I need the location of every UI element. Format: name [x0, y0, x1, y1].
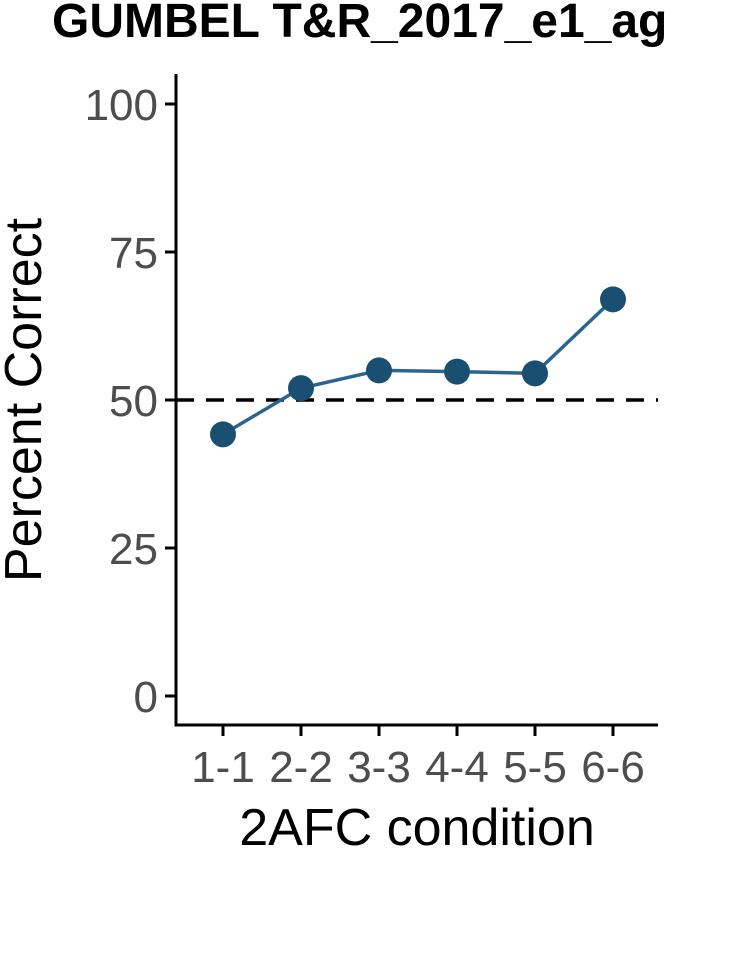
data-point-5-5	[522, 360, 548, 387]
series-line	[222, 298, 615, 436]
data-point-4-4	[444, 358, 470, 385]
y-tick-label: 0	[134, 673, 158, 722]
x-tick-label: 3-3	[347, 743, 411, 792]
data-point-2-2	[288, 375, 314, 402]
x-tick-label: 1-1	[191, 743, 255, 792]
y-ticks: 0 25 50 75 100	[85, 81, 176, 722]
x-ticks: 1-1 2-2 3-3 4-4 5-5 6-6	[191, 725, 645, 792]
x-tick-label: 2-2	[269, 743, 333, 792]
y-tick-label: 25	[109, 525, 158, 574]
x-tick-label: 5-5	[503, 743, 567, 792]
data-point-3-3	[366, 357, 392, 384]
x-tick-label: 6-6	[581, 743, 645, 792]
y-axis-title: Percent Correct	[0, 217, 53, 582]
y-tick-label: 100	[85, 81, 158, 130]
chart-title: GUMBEL T&R_2017_e1_ag	[52, 0, 667, 48]
data-point-6-6	[600, 286, 626, 313]
data-points	[210, 286, 626, 448]
data-point-1-1	[210, 421, 236, 448]
x-axis-title: 2AFC condition	[239, 799, 595, 857]
y-tick-label: 75	[109, 229, 158, 278]
x-tick-label: 4-4	[425, 743, 489, 792]
y-tick-label: 50	[109, 377, 158, 426]
